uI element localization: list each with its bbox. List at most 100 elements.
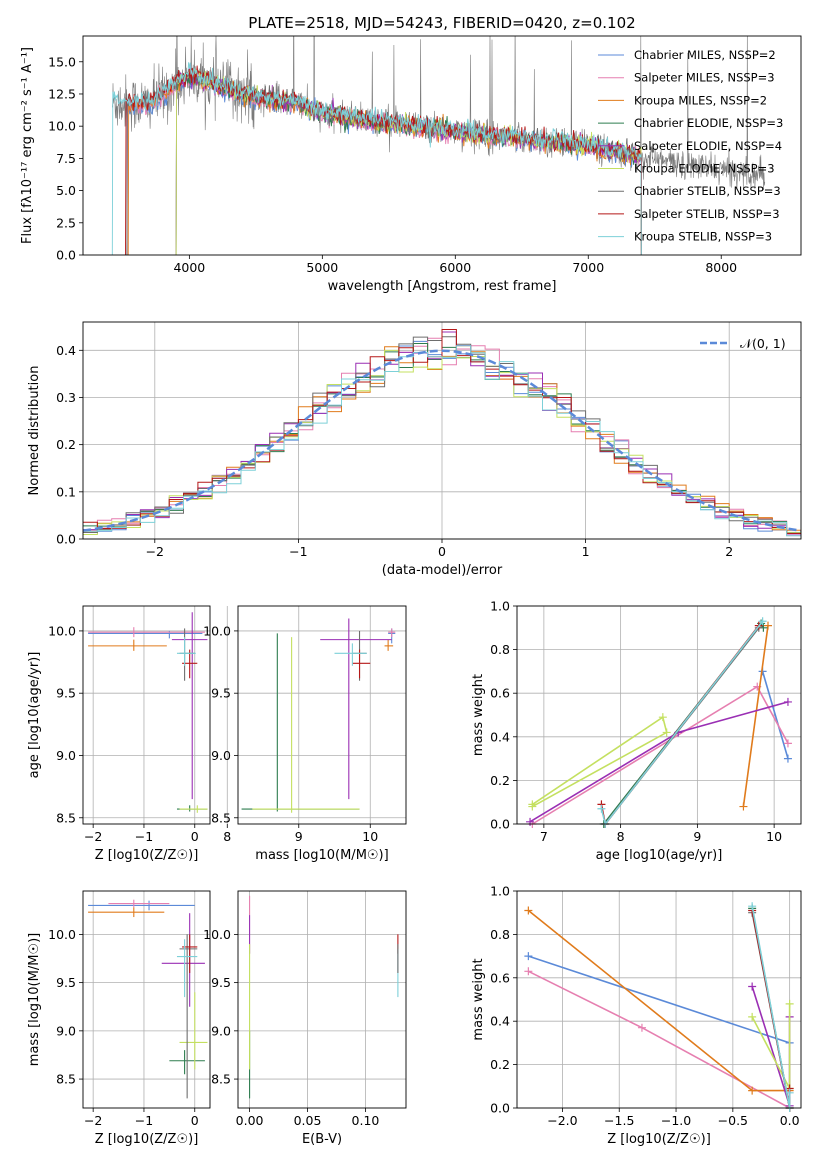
weight-line-salpeter_miles bbox=[528, 970, 790, 1109]
frame-mass_vs_ebv bbox=[237, 890, 407, 1109]
weight-marker-chabrier_miles bbox=[524, 952, 533, 961]
model-spectrum-chabrier_miles bbox=[126, 71, 642, 255]
y-tick-label: 0.8 bbox=[490, 642, 510, 657]
weight_vs_Z-plot-area bbox=[524, 902, 794, 1112]
x-tick-label: −2 bbox=[84, 829, 102, 844]
x-axis-label: age [log10(age/yr)] bbox=[596, 848, 723, 863]
frame-weight_vs_Z bbox=[516, 890, 802, 1109]
legend-label: Salpeter STELIB, NSSP=3 bbox=[634, 207, 780, 221]
y-tick-label: 8.5 bbox=[56, 1072, 76, 1087]
x-tick-label: 5000 bbox=[306, 260, 338, 275]
frame-age_vs_Z bbox=[82, 605, 211, 825]
x-tick-label: 7 bbox=[540, 829, 548, 844]
y-tick-label: 0.0 bbox=[490, 1101, 510, 1116]
weight-marker-kroupa_stelib bbox=[597, 804, 606, 813]
weight-line-kroupa_miles bbox=[527, 909, 790, 1092]
x-tick-label: 8 bbox=[617, 829, 625, 844]
y-tick-label: 8.5 bbox=[211, 1072, 231, 1087]
weight-marker-kroupa_elodie bbox=[748, 1012, 757, 1021]
x-tick-label: 6000 bbox=[439, 260, 471, 275]
x-axis-label: Z [log10(Z/Z☉)] bbox=[607, 1132, 711, 1147]
weight-marker-kroupa_miles bbox=[739, 802, 748, 811]
residuals-plot-area bbox=[83, 329, 801, 537]
weight-line-kroupa_miles bbox=[742, 625, 769, 807]
x-tick-label: 10 bbox=[766, 829, 782, 844]
frame-mass_vs_Z bbox=[82, 890, 211, 1109]
y-tick-label: 5.0 bbox=[56, 183, 76, 198]
x-axis-label: E(B-V) bbox=[302, 1132, 342, 1147]
x-tick-label: −1 bbox=[135, 829, 153, 844]
x-tick-label: 9 bbox=[295, 829, 303, 844]
y-tick-label: 15.0 bbox=[48, 54, 76, 69]
x-tick-label: 0 bbox=[438, 544, 446, 559]
model-spectrum-chabrier_stelib bbox=[126, 68, 642, 255]
x-tick-label: −1.0 bbox=[661, 1113, 691, 1128]
x-tick-label: 0 bbox=[191, 829, 199, 844]
legend-label: Kroupa ELODIE, NSSP=3 bbox=[634, 162, 775, 176]
y-tick-label: 2.5 bbox=[56, 215, 76, 230]
axes-mass_vs_ebv: 0.00 0.05 0.10 8.5 9.0 9.5 10.0 E(B-V) bbox=[203, 891, 406, 1147]
legend-label: Chabrier ELODIE, NSSP=3 bbox=[634, 116, 783, 130]
axes-residuals: −2 −1 0 1 2 0.0 0.1 0.2 0.3 0.4 (data-model)/error… bbox=[27, 322, 801, 578]
y-axis-label: mass weight bbox=[471, 674, 486, 756]
weight-marker-kroupa_stelib bbox=[748, 902, 757, 911]
y-tick-label: 8.5 bbox=[211, 810, 231, 825]
y-tick-label: 0.1 bbox=[56, 484, 76, 499]
y-tick-label: 0.8 bbox=[490, 927, 510, 942]
weight-line-kroupa_elodie bbox=[531, 715, 668, 808]
y-tick-label: 0.2 bbox=[490, 1057, 510, 1072]
weight-marker-salpeter_elodie bbox=[748, 982, 757, 991]
weight-line-chabrier_miles bbox=[528, 955, 790, 1044]
chart-title: PLATE=2518, MJD=54243, FIBERID=0420, z=0… bbox=[248, 14, 635, 32]
x-tick-label: 0.10 bbox=[352, 1113, 380, 1128]
y-tick-label: 0.3 bbox=[56, 390, 76, 405]
y-tick-label: 0.4 bbox=[490, 1014, 510, 1029]
weight-marker-kroupa_miles bbox=[524, 906, 533, 915]
x-tick-label: 2 bbox=[725, 544, 733, 559]
y-tick-label: 0.2 bbox=[490, 773, 510, 788]
y-tick-label: 1.0 bbox=[490, 884, 510, 899]
y-tick-label: 12.5 bbox=[48, 86, 76, 101]
x-tick-label: 7000 bbox=[572, 260, 604, 275]
age_vs_mass-plot-area bbox=[241, 618, 396, 813]
x-tick-label: 4000 bbox=[173, 260, 205, 275]
weight-marker-salpeter_elodie bbox=[526, 817, 535, 826]
axes-age_vs_Z: −2 −1 0 8.5 9.0 9.5 10.0 Z [log10(Z/Z☉)] age [lo… bbox=[27, 606, 210, 863]
model-spectrum-kroupa_stelib bbox=[111, 62, 642, 255]
y-tick-label: 0.6 bbox=[490, 970, 510, 985]
weight-line-chabrier_miles bbox=[761, 671, 789, 759]
x-tick-label: −1.5 bbox=[604, 1113, 634, 1128]
y-tick-label: 9.0 bbox=[211, 748, 231, 763]
model-spectrum-salpeter_stelib bbox=[125, 65, 642, 255]
weight-marker-kroupa_miles bbox=[748, 1086, 757, 1095]
legend: Chabrier MILES, NSSP=2 Salpeter MILES, NS… bbox=[598, 48, 783, 244]
x-axis-label: (data-model)/error bbox=[382, 563, 503, 578]
x-tick-label: −0.5 bbox=[718, 1113, 748, 1128]
y-tick-label: 0.0 bbox=[56, 532, 76, 547]
weight-marker-kroupa_stelib bbox=[785, 1088, 794, 1097]
weight-marker-kroupa_elodie bbox=[785, 999, 794, 1008]
axes-mass_vs_Z: −2 −1 0 8.5 9.0 9.5 10.0 Z [log10(Z/Z☉)] mass [l… bbox=[27, 891, 210, 1147]
x-tick-label: −2 bbox=[146, 544, 164, 559]
x-tick-label: 10 bbox=[362, 829, 378, 844]
y-tick-label: 9.5 bbox=[211, 975, 231, 990]
legend-label: Kroupa STELIB, NSSP=3 bbox=[634, 230, 772, 244]
weight-marker-chabrier_miles bbox=[783, 754, 792, 763]
y-tick-label: 9.5 bbox=[56, 975, 76, 990]
y-tick-label: 0.0 bbox=[490, 817, 510, 832]
axes-weight_vs_Z: −2.0 −1.5 −1.0 −0.5 0.0 0.0 0.2 0.4 0.6 0.8 1.0 Z [… bbox=[471, 884, 801, 1147]
y-tick-label: 10.0 bbox=[48, 623, 76, 638]
y-tick-label: 9.5 bbox=[211, 686, 231, 701]
y-tick-label: 10.0 bbox=[48, 927, 76, 942]
y-tick-label: 0.4 bbox=[490, 729, 510, 744]
histogram-salpeter_stelib bbox=[83, 329, 801, 534]
weight-marker-salpeter_miles bbox=[783, 739, 792, 748]
y-tick-label: 7.5 bbox=[56, 151, 76, 166]
weight-marker-kroupa_elodie bbox=[662, 728, 671, 737]
x-tick-label: −2.0 bbox=[547, 1113, 577, 1128]
y-tick-label: 9.0 bbox=[56, 748, 76, 763]
x-axis-label: mass [log10(M/M☉)] bbox=[255, 848, 388, 863]
legend-label: Salpeter MILES, NSSP=3 bbox=[634, 71, 775, 85]
legend-label: Chabrier MILES, NSSP=2 bbox=[634, 48, 776, 62]
legend-label: Salpeter ELODIE, NSSP=4 bbox=[634, 139, 782, 153]
